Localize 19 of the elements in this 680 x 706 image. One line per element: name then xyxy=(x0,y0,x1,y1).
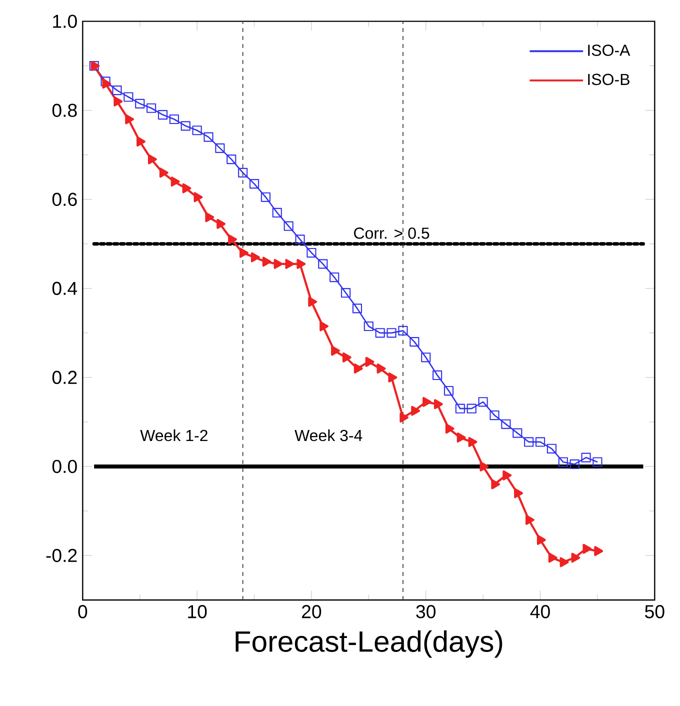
x-tick-label: 50 xyxy=(645,605,664,618)
x-axis-title: Forecast-Lead(days) xyxy=(236,630,502,658)
ref-line-label: Corr. > 0.5 xyxy=(354,228,430,239)
legend-label: ISO-A xyxy=(588,44,630,56)
x-tick-label: 10 xyxy=(188,605,207,618)
x-tick-label: 30 xyxy=(416,605,436,618)
legend-label: ISO-B xyxy=(588,74,630,86)
y-tick-label: 0.2 xyxy=(52,370,77,384)
annotation: Week 3-4 xyxy=(294,429,362,442)
y-tick-label: 0.4 xyxy=(52,282,78,296)
annotation: Week 1-2 xyxy=(140,429,208,442)
x-tick-label: 40 xyxy=(530,605,550,618)
x-tick-label: 0 xyxy=(78,605,88,618)
y-tick-label: 0.6 xyxy=(52,192,77,206)
y-tick-label: 1.0 xyxy=(53,14,78,28)
y-tick-label: -0.2 xyxy=(46,548,77,562)
y-tick-label: 0.0 xyxy=(52,460,78,474)
y-tick-label: 0.8 xyxy=(52,104,77,117)
x-tick-label: 20 xyxy=(302,605,322,618)
